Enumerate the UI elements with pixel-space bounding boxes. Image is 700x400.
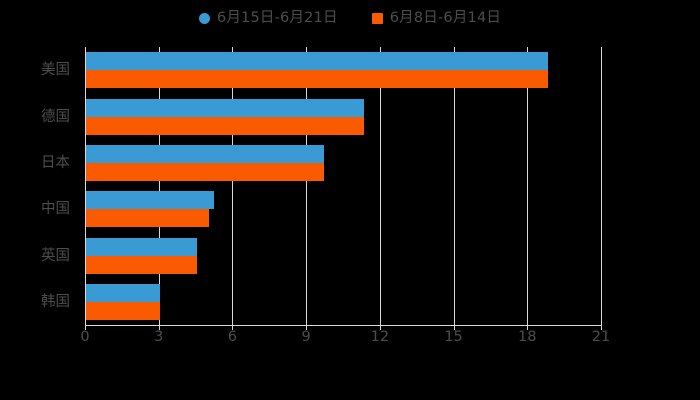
x-axis-tickmark-0 [85, 325, 86, 330]
gridline-x-9 [306, 47, 308, 325]
gridline-x-18 [527, 47, 529, 325]
x-axis-tickmark-15 [453, 325, 455, 330]
gridline-x-12 [379, 47, 381, 325]
plot-area [85, 47, 602, 326]
bar-group [86, 283, 601, 320]
bar-日本-series-1[interactable] [86, 162, 325, 181]
bar-日本-series-0[interactable] [86, 144, 325, 163]
chart-legend: 6月15日-6月21日 6月8日-6月14日 [0, 6, 700, 30]
bar-美国-series-0[interactable] [86, 52, 548, 71]
x-axis-tickmark-18 [527, 325, 529, 330]
bar-德国-series-0[interactable] [86, 98, 364, 117]
y-axis-category-labels: 美国德国日本中国英国韩国 [0, 47, 78, 325]
bar-中国-series-1[interactable] [86, 209, 209, 228]
y-axis-label-英国: 英国 [41, 247, 70, 264]
bar-美国-series-1[interactable] [86, 70, 548, 89]
x-axis-tickmark-21 [601, 325, 602, 330]
legend-label-series-0: 6月15日-6月21日 [216, 9, 338, 26]
legend-item-series-0[interactable]: 6月15日-6月21日 [198, 9, 338, 26]
x-axis-tick-6: 6 [227, 329, 238, 345]
legend-circle-marker-icon [198, 12, 210, 24]
x-axis-tickmark-12 [379, 325, 381, 330]
gridline-x-6 [232, 47, 234, 325]
gridline-x-3 [158, 47, 160, 325]
bar-英国-series-0[interactable] [86, 237, 197, 256]
x-axis-tick-3: 3 [154, 329, 164, 345]
x-axis-tickmark-6 [232, 325, 234, 330]
legend-item-series-1[interactable]: 6月8日-6月14日 [371, 9, 502, 26]
y-axis-label-德国: 德国 [41, 108, 70, 125]
y-axis-label-韩国: 韩国 [41, 293, 70, 310]
x-axis-tick-21: 21 [591, 329, 611, 345]
bar-韩国-series-0[interactable] [86, 283, 160, 302]
x-axis-tickmark-9 [306, 325, 308, 330]
y-axis-label-日本: 日本 [41, 154, 70, 171]
x-axis-tick-15: 15 [444, 329, 463, 345]
legend-label-series-1: 6月8日-6月14日 [389, 9, 502, 26]
legend-square-marker-icon [371, 12, 383, 24]
y-axis-label-美国: 美国 [41, 62, 70, 79]
gridline-x-15 [453, 47, 455, 325]
x-axis-tick-0: 0 [80, 329, 90, 345]
x-axis-line [85, 325, 601, 326]
bar-group [86, 144, 601, 181]
x-axis-tick-18: 18 [518, 329, 537, 345]
bar-group [86, 191, 601, 228]
y-axis-label-中国: 中国 [41, 201, 70, 218]
bar-韩国-series-1[interactable] [86, 301, 160, 320]
gridline-x-21 [601, 47, 602, 325]
bar-group [86, 98, 601, 135]
x-axis-tick-12: 12 [370, 329, 390, 345]
bar-group [86, 237, 601, 274]
bar-英国-series-1[interactable] [86, 255, 197, 274]
x-axis-tick-9: 9 [301, 329, 311, 345]
x-axis-tickmark-3 [158, 325, 160, 330]
bar-德国-series-1[interactable] [86, 116, 364, 135]
bar-group [86, 52, 601, 89]
bar-中国-series-0[interactable] [86, 191, 214, 210]
x-axis-tick-labels: 0 3 6 9 12 15 18 21 [80, 329, 610, 352]
y-axis-line [85, 47, 86, 325]
